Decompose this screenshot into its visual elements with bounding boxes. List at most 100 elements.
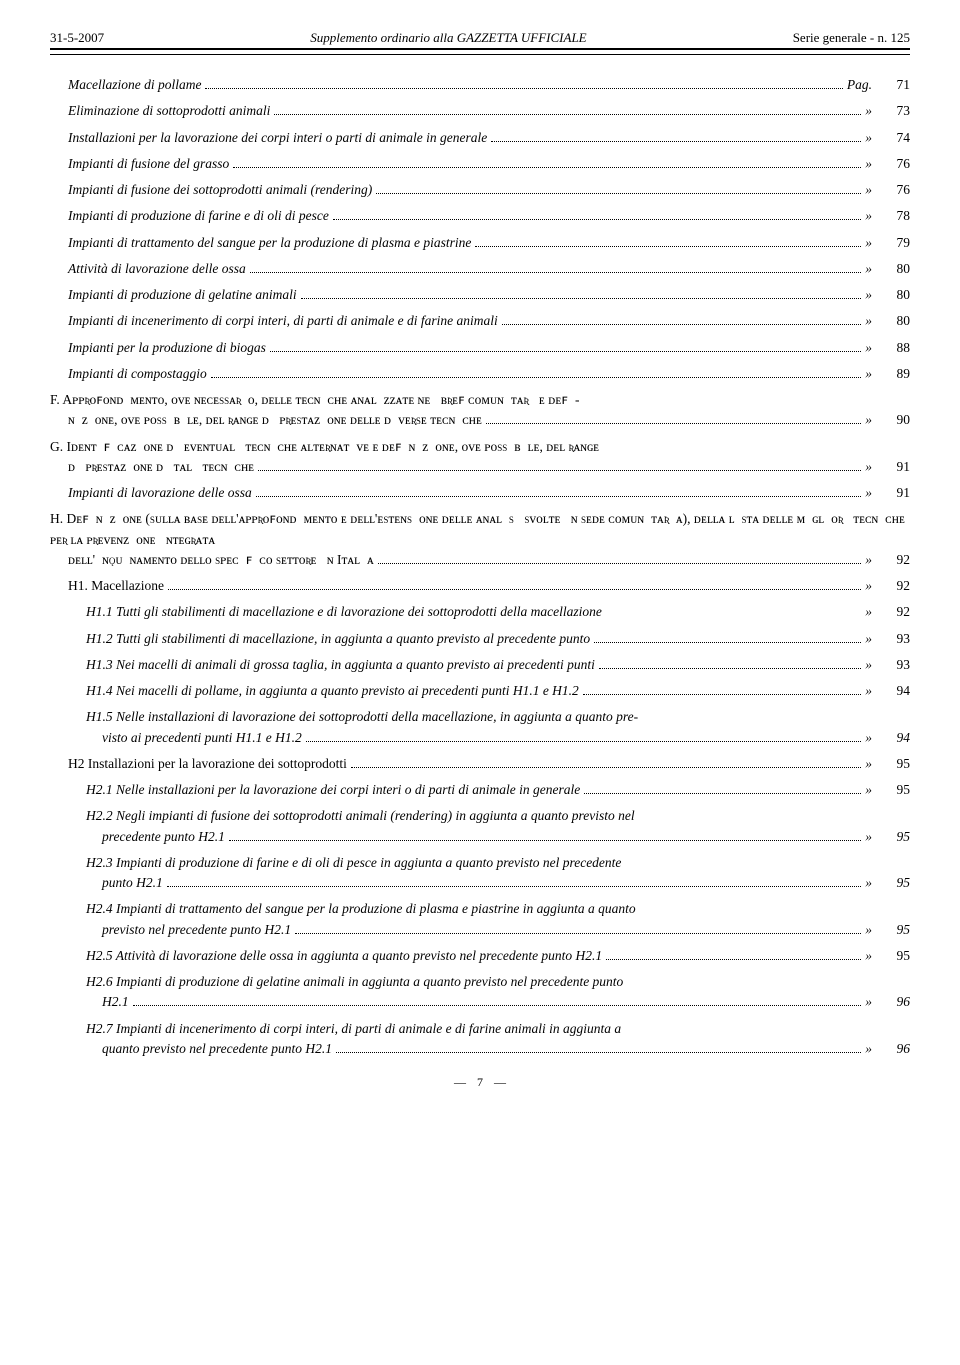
toc-section-g: Impianti di lavorazione delle ossa»91 [50, 483, 910, 503]
toc-sym: » [865, 576, 886, 596]
toc-page: 80 [886, 311, 910, 331]
toc-line: Impianti di trattamento del sangue per l… [50, 233, 910, 253]
toc-dots [168, 589, 861, 590]
toc-sym: Pag. [847, 75, 886, 95]
toc-dots [306, 741, 862, 742]
toc-dots [475, 246, 861, 247]
toc-dots [250, 272, 862, 273]
page-container: 31-5-2007 Supplemento ordinario alla GAZ… [0, 0, 960, 1110]
toc-label: Impianti di lavorazione delle ossa [68, 483, 252, 503]
header-rule [50, 54, 910, 55]
toc-page: 80 [886, 285, 910, 305]
toc-sym: » [865, 920, 886, 940]
toc-sym: » [865, 728, 886, 748]
toc-h2-2: H2.2 Negli impianti di fusione dei sotto… [50, 806, 910, 847]
toc-dots [256, 496, 862, 497]
toc-line: Impianti di compostaggio»89 [50, 364, 910, 384]
toc-sym: » [865, 364, 886, 384]
toc-section-h2: H2 Installazioni per la lavorazione dei … [50, 754, 910, 801]
toc-line: Impianti di produzione di farine e di ol… [50, 206, 910, 226]
section-g-last: ᴅɪ ᴘʀᴇsᴛᴀᴢɪᴏɴᴇ ᴅɪ ᴛᴀʟɪ ᴛᴇᴄɴɪᴄʜᴇ [68, 457, 254, 477]
toc-sym: » [865, 655, 886, 675]
section-h-lines: H. Dᴇꜰɪɴɪᴢɪᴏɴᴇ (sᴜʟʟᴀ ʙᴀsᴇ ᴅᴇʟʟ'ᴀᴘᴘʀᴏꜰᴏɴ… [50, 509, 910, 550]
toc-sym: » [865, 483, 886, 503]
toc-page: 95 [886, 873, 910, 893]
toc-page: 80 [886, 259, 910, 279]
toc-sym: » [865, 180, 886, 200]
toc-sym: » [865, 259, 886, 279]
toc-label: H1.1 Tutti gli stabilimenti di macellazi… [86, 602, 602, 622]
toc-sym: » [865, 827, 886, 847]
toc-dots [167, 886, 862, 887]
toc-dots [486, 423, 861, 424]
toc-dots [258, 470, 861, 471]
toc-page: 91 [886, 457, 910, 477]
header-series: Serie generale - n. 125 [793, 30, 910, 46]
toc-h2-6-last: H2.1 [102, 992, 129, 1012]
toc-section-main: Macellazione di pollame Pag.71 Eliminazion… [50, 75, 910, 384]
toc-page: 94 [886, 681, 910, 701]
toc-dots [229, 840, 861, 841]
toc-sym: » [865, 154, 886, 174]
toc-label: H2 Installazioni per la lavorazione dei … [68, 754, 347, 774]
toc-dots [378, 563, 862, 564]
toc-label: Macellazione di pollame [68, 75, 201, 95]
toc-label: Eliminazione di sottoprodotti animali [68, 101, 270, 121]
toc-sym: » [865, 410, 886, 430]
toc-h2-4-line1: H2.4 Impianti di trattamento del sangue … [86, 899, 910, 919]
toc-page: 92 [886, 602, 910, 622]
toc-line: Impianti di incenerimento di corpi inter… [50, 311, 910, 331]
section-h: H. Dᴇꜰɪɴɪᴢɪᴏɴᴇ (sᴜʟʟᴀ ʙᴀsᴇ ᴅᴇʟʟ'ᴀᴘᴘʀᴏꜰᴏɴ… [50, 509, 910, 570]
header-date: 31-5-2007 [50, 30, 104, 46]
toc-dots [133, 1005, 862, 1006]
toc-dots [211, 377, 862, 378]
toc-dots [606, 959, 861, 960]
toc-line: H1.1 Tutti gli stabilimenti di macellazi… [50, 602, 910, 622]
toc-page: 79 [886, 233, 910, 253]
toc-h2-3-line1: H2.3 Impianti di produzione di farine e … [86, 853, 910, 873]
toc-h2-7: H2.7 Impianti di incenerimento di corpi … [50, 1019, 910, 1060]
toc-line: Impianti di fusione dei sottoprodotti an… [50, 180, 910, 200]
toc-line: H1.3 Nei macelli di animali di grossa ta… [50, 655, 910, 675]
toc-sym: » [865, 681, 886, 701]
toc-label: H1.2 Tutti gli stabilimenti di macellazi… [86, 629, 590, 649]
toc-h2-6: H2.6 Impianti di produzione di gelatine … [50, 972, 910, 1013]
toc-page: 92 [886, 550, 910, 570]
toc-page: 88 [886, 338, 910, 358]
toc-label: Impianti di produzione di gelatine anima… [68, 285, 297, 305]
toc-line: Eliminazione di sottoprodotti animali »73 [50, 101, 910, 121]
toc-section-h1: H1. Macellazione»92H1.1 Tutti gli stabil… [50, 576, 910, 701]
toc-page: 92 [886, 576, 910, 596]
toc-h2-4-last: previsto nel precedente punto H2.1 [102, 920, 291, 940]
toc-h2-4: H2.4 Impianti di trattamento del sangue … [50, 899, 910, 940]
page-header: 31-5-2007 Supplemento ordinario alla GAZ… [50, 30, 910, 50]
toc-page: 95 [886, 754, 910, 774]
toc-label: Impianti di produzione di farine e di ol… [68, 206, 329, 226]
toc-h1-5-last: visto ai precedenti punti H1.1 e H1.2 [102, 728, 302, 748]
section-f: F. Aᴘᴘʀᴏꜰᴏɴᴅɪᴍᴇɴᴛᴏ, ᴏᴠᴇ ɴᴇᴄᴇssᴀʀɪᴏ, ᴅᴇʟʟ… [50, 390, 910, 431]
toc-line: Attività di lavorazione delle ossa »80 [50, 259, 910, 279]
toc-page: 95 [886, 780, 910, 800]
toc-page: 73 [886, 101, 910, 121]
toc-sym: » [865, 101, 886, 121]
toc-line: Installazioni per la lavorazione dei cor… [50, 128, 910, 148]
toc-page: 95 [886, 920, 910, 940]
toc-page: 95 [886, 946, 910, 966]
toc-dots [295, 933, 861, 934]
toc-page: 95 [886, 827, 910, 847]
toc-h1-5: H1.5 Nelle installazioni di lavorazione … [50, 707, 910, 748]
toc-h2-7-line1: H2.7 Impianti di incenerimento di corpi … [86, 1019, 910, 1039]
toc-dots [270, 351, 861, 352]
toc-label: Attività di lavorazione delle ossa [68, 259, 246, 279]
toc-dots [594, 642, 861, 643]
toc-sym: » [865, 206, 886, 226]
toc-line: H1.2 Tutti gli stabilimenti di macellazi… [50, 629, 910, 649]
toc-dots [351, 767, 861, 768]
toc-page: 71 [886, 75, 910, 95]
toc-h1-5-line1: H1.5 Nelle installazioni di lavorazione … [86, 707, 910, 727]
toc-dots [333, 219, 861, 220]
toc-h2-3: H2.3 Impianti di produzione di farine e … [50, 853, 910, 894]
section-f-line1: F. Aᴘᴘʀᴏꜰᴏɴᴅɪᴍᴇɴᴛᴏ, ᴏᴠᴇ ɴᴇᴄᴇssᴀʀɪᴏ, ᴅᴇʟʟ… [50, 390, 910, 410]
toc-page: 90 [886, 410, 910, 430]
toc-page: 96 [886, 1039, 910, 1059]
